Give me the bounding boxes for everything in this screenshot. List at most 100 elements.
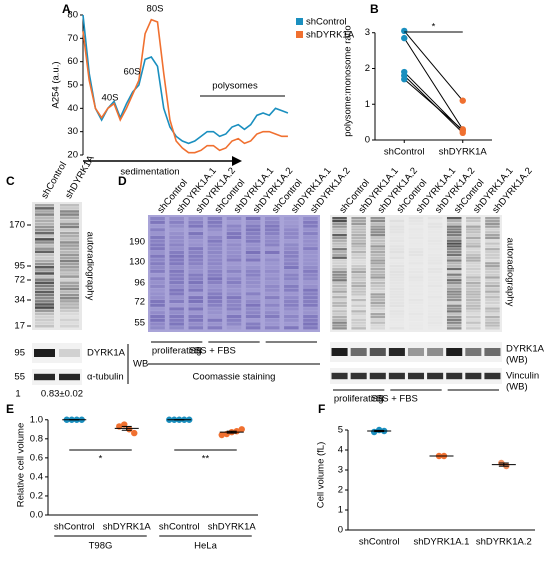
blot-band: [351, 293, 366, 296]
blot-band: [332, 279, 347, 282]
band-label: (WB): [506, 382, 528, 393]
x-tick-label: shControl: [54, 522, 95, 533]
blot-band: [169, 292, 184, 296]
legend-label: shDYRK1A: [306, 30, 355, 41]
blot-band: [390, 307, 405, 309]
blot-band: [351, 315, 366, 319]
x-tick-label: shControl: [384, 147, 425, 158]
quantification: 1: [15, 389, 20, 400]
blot-band: [303, 299, 318, 303]
blot-band: [351, 239, 366, 242]
blot-band: [284, 235, 299, 239]
blot-band: [284, 292, 299, 296]
blot-band: [150, 269, 165, 273]
blot-band: [35, 250, 54, 254]
blot-band: [284, 224, 299, 228]
blot-band: [332, 267, 347, 271]
dot: [401, 34, 408, 42]
blot-band: [446, 245, 462, 248]
blot-band: [150, 224, 165, 228]
blot-band: [207, 243, 223, 247]
blot-band: [150, 220, 165, 224]
significance: *: [99, 454, 103, 465]
blot-band: [390, 319, 405, 321]
blot-label: autoradiography: [84, 232, 95, 301]
quantification: 0.83±0.02: [41, 389, 83, 400]
blot-band: [390, 313, 405, 315]
blot-band: [332, 225, 347, 228]
blot-band: [60, 238, 79, 241]
blot-band: [332, 253, 347, 257]
y-tick-label: 0.8: [30, 433, 43, 444]
blot-band: [466, 304, 481, 307]
blot-band: [409, 231, 424, 233]
blot-band: [485, 217, 500, 220]
blot-band: [390, 290, 405, 292]
blot-band: [351, 267, 366, 271]
blot-band: [409, 285, 424, 287]
blot-band: [226, 262, 242, 266]
marker-label: 17: [14, 321, 25, 332]
dot: [238, 426, 245, 433]
blot-band: [60, 318, 79, 322]
blot-band: [188, 292, 204, 296]
blot-band: [370, 248, 386, 251]
blot-band: [35, 303, 54, 306]
blot-band: [428, 259, 443, 261]
blot-band: [226, 284, 242, 288]
blot-band: [332, 315, 347, 319]
group-label: T98G: [89, 541, 113, 552]
blot-band: [35, 231, 54, 235]
blot-band: [332, 236, 347, 240]
blot-band: [169, 243, 184, 247]
blot-band: [60, 250, 79, 254]
pair-line: [403, 30, 464, 101]
blot-band: [446, 225, 462, 228]
blot-band: [485, 304, 500, 307]
blot-band: [245, 311, 261, 315]
blot-band: [245, 318, 261, 322]
marker-label: 72: [14, 275, 25, 286]
blot-band: [264, 232, 280, 236]
y-tick-label: 1: [338, 505, 343, 516]
blot-band: [485, 228, 500, 231]
blot-band: [390, 282, 405, 284]
blot-band: [245, 296, 261, 300]
blot-band: [389, 327, 405, 330]
blot-band: [169, 281, 184, 285]
y-axis-label: polysome:monosome ratio: [343, 25, 354, 136]
blot-band: [370, 290, 386, 293]
blot-band: [264, 284, 280, 288]
blot-band: [351, 307, 366, 310]
blot-band: [351, 245, 366, 248]
blot-band: [351, 259, 366, 262]
blot-band: [428, 282, 443, 284]
blot-band: [207, 228, 223, 232]
blot-band: [389, 225, 405, 228]
blot-band: [428, 276, 443, 278]
blot-band: [332, 270, 347, 274]
blot-band: [485, 279, 500, 282]
blot-band: [35, 225, 54, 229]
blot-band: [245, 243, 261, 247]
blot-band: [245, 224, 261, 228]
blot-band: [188, 232, 204, 236]
blot-band: [284, 265, 299, 270]
x-tick-label: shDYRK1A.1: [414, 537, 470, 548]
blot-band: [150, 292, 165, 296]
blot-band: [264, 235, 280, 239]
blot-band: [446, 217, 462, 220]
dot: [459, 126, 466, 134]
blot-band: [332, 222, 347, 225]
blot-band: [264, 277, 280, 281]
blot-band: [370, 236, 386, 240]
blot-band: [485, 296, 500, 299]
blot-band: [390, 217, 405, 219]
blot-band: [428, 302, 443, 304]
blot-band: [390, 316, 405, 318]
blot-band: [169, 224, 184, 228]
blot-band: [284, 322, 299, 326]
blot-band: [409, 302, 424, 304]
blot-band: [332, 276, 347, 279]
blot-band: [485, 248, 500, 251]
